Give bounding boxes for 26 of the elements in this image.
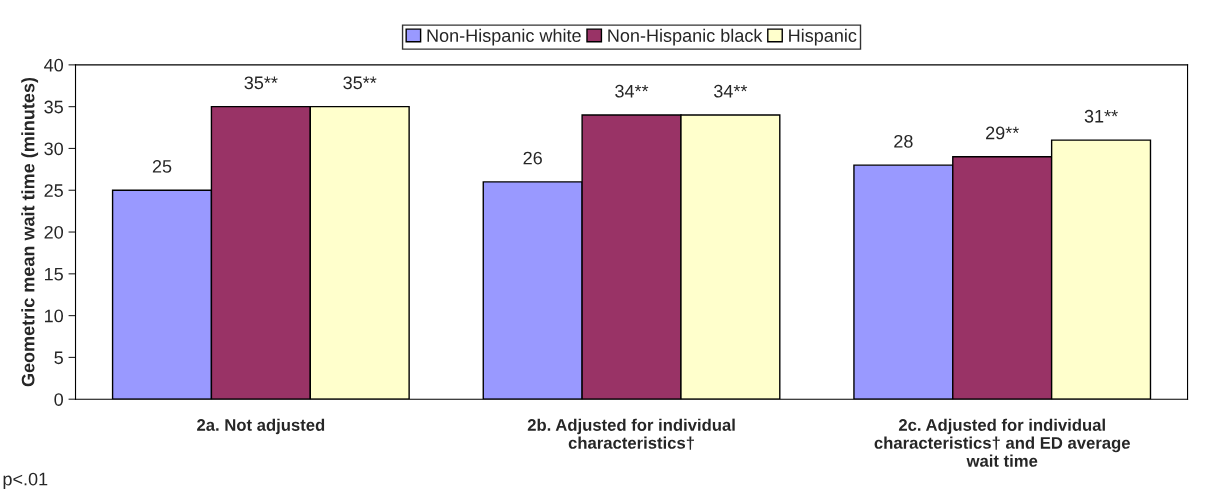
text: p<.01 bbox=[3, 472, 48, 490]
y-tick-label: 25 bbox=[44, 184, 63, 197]
data-label: 34** bbox=[714, 84, 748, 98]
x-tick-label: 2b. Adjusted for individual characteristics† bbox=[527, 418, 735, 450]
y-tick-label: 40 bbox=[44, 58, 64, 72]
y-tick-label: 35 bbox=[44, 100, 63, 114]
x-tick-label: 2c. Adjusted for individual characteristics† and ED average wait time bbox=[874, 418, 1130, 467]
y-tick-label: 30 bbox=[44, 142, 64, 156]
legend-label: Non-Hispanic black bbox=[608, 28, 763, 46]
y-axis-title: Geometric mean wait time (minutes) bbox=[21, 77, 39, 387]
data-label: 25 bbox=[152, 160, 172, 173]
data-label: 29** bbox=[986, 126, 1019, 140]
legend-label: Hispanic bbox=[789, 28, 857, 46]
y-tick-label: 20 bbox=[44, 225, 64, 239]
data-label: 35** bbox=[343, 76, 377, 90]
legend-label: Non-Hispanic white bbox=[427, 28, 581, 46]
data-label: 31** bbox=[1084, 109, 1118, 123]
data-label: 28 bbox=[894, 134, 913, 148]
y-tick-label: 0 bbox=[54, 393, 64, 406]
x-tick-label: 2a. Not adjusted bbox=[197, 418, 325, 435]
y-tick-label: 10 bbox=[45, 309, 64, 323]
data-label: 34** bbox=[615, 84, 649, 98]
y-tick-label: 15 bbox=[45, 267, 63, 281]
y-tick-label: 5 bbox=[54, 351, 63, 365]
data-label: 35** bbox=[244, 76, 278, 90]
data-label: 26 bbox=[523, 151, 542, 165]
